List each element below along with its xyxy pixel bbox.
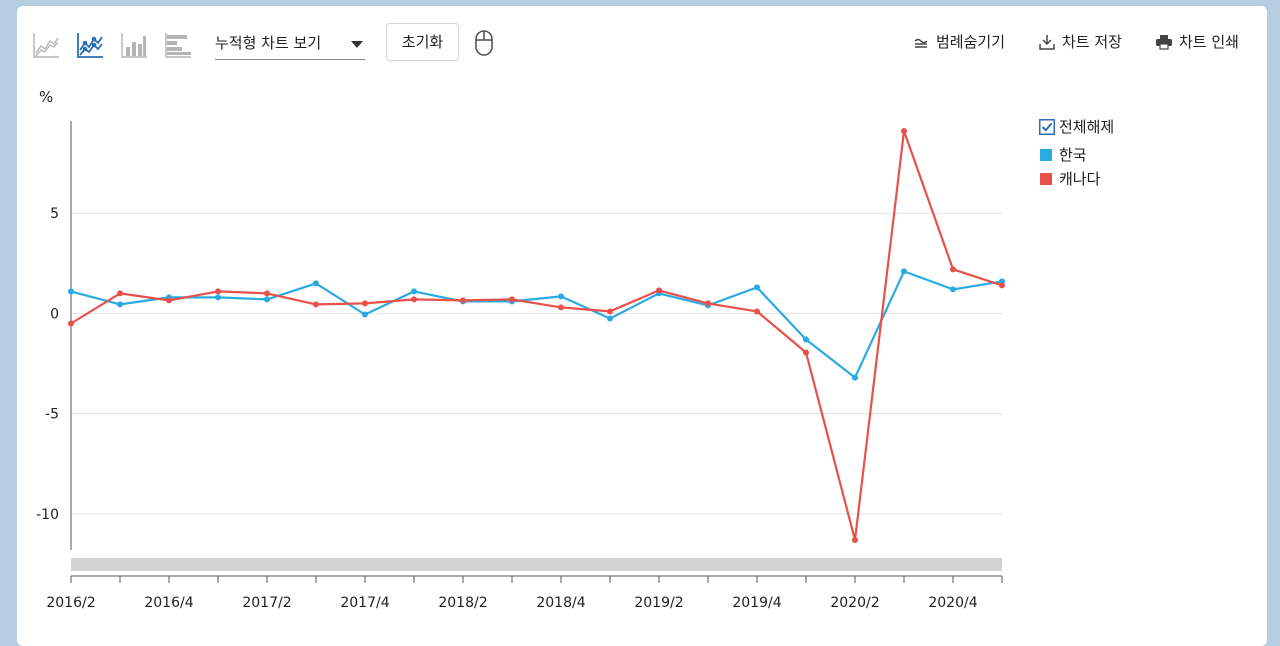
data-point-canada xyxy=(215,288,221,295)
legend-label-korea: 한국 xyxy=(1059,146,1087,164)
series-line-canada xyxy=(70,129,1003,542)
data-point-canada xyxy=(166,297,172,304)
data-point-korea xyxy=(558,293,564,300)
legend-toggle-icon xyxy=(914,38,928,48)
chevron-down-icon xyxy=(351,41,363,48)
data-point-korea xyxy=(362,311,368,318)
data-point-korea xyxy=(264,296,270,303)
legend-toggle-all-label: 전체해제 xyxy=(1059,118,1115,136)
reset-button[interactable]: 초기화 xyxy=(386,23,459,61)
data-point-canada xyxy=(852,536,858,543)
data-point-korea xyxy=(411,288,417,295)
data-point-korea xyxy=(117,301,123,308)
x-tick-label: 2017/2 xyxy=(242,595,291,611)
legend-swatch-korea xyxy=(1040,149,1052,161)
data-point-canada xyxy=(754,308,760,315)
view-mode-select[interactable]: 누적형 차트 보기 xyxy=(215,31,365,60)
bar-chart-icon[interactable] xyxy=(119,30,149,60)
data-point-korea xyxy=(215,294,221,301)
checkbox-checked-icon xyxy=(1039,119,1055,135)
data-point-korea xyxy=(852,374,858,381)
hide-legend-label: 범례숨기기 xyxy=(936,33,1006,51)
data-point-canada xyxy=(607,308,613,315)
x-tick-label: 2018/4 xyxy=(536,595,585,611)
data-point-canada xyxy=(656,287,662,294)
print-chart-button[interactable]: 차트 인쇄 xyxy=(1155,30,1250,54)
multi-line-chart-icon[interactable] xyxy=(75,30,105,60)
data-point-canada xyxy=(460,297,466,304)
line-chart-icon[interactable] xyxy=(31,30,61,60)
x-tick-label: 2020/2 xyxy=(830,595,879,611)
data-point-canada xyxy=(558,304,564,311)
data-point-canada xyxy=(999,282,1005,289)
data-point-canada xyxy=(117,290,123,297)
data-point-canada xyxy=(264,290,270,297)
y-tick-label: -10 xyxy=(36,507,59,523)
x-tick-label: 2020/4 xyxy=(928,595,977,611)
data-point-canada xyxy=(362,300,368,307)
data-point-korea xyxy=(313,280,319,287)
data-point-canada xyxy=(411,296,417,303)
horizontal-bar-chart-icon[interactable] xyxy=(163,30,193,60)
x-tick-label: 2016/4 xyxy=(144,595,193,611)
y-tick-label: -5 xyxy=(45,407,59,423)
y-tick-label: 0 xyxy=(50,306,59,322)
x-tick-label: 2016/2 xyxy=(46,595,95,611)
printer-icon xyxy=(1156,35,1172,50)
data-point-korea xyxy=(901,268,907,275)
x-tick-label: 2019/4 xyxy=(732,595,781,611)
data-point-korea xyxy=(68,288,74,295)
mouse-icon[interactable] xyxy=(473,28,495,58)
data-point-korea xyxy=(754,284,760,291)
legend-swatch-canada xyxy=(1040,173,1052,185)
x-tick-label: 2018/2 xyxy=(438,595,487,611)
y-tick-label: 5 xyxy=(50,206,59,222)
save-chart-label: 차트 저장 xyxy=(1062,33,1122,51)
legend-label-canada: 캐나다 xyxy=(1059,170,1101,188)
hide-legend-button[interactable]: 범례숨기기 xyxy=(912,30,1012,54)
data-point-canada xyxy=(313,301,319,308)
data-point-canada xyxy=(705,300,711,307)
y-axis-unit-label: % xyxy=(39,88,54,106)
view-mode-select-value: 누적형 차트 보기 xyxy=(215,34,322,52)
data-point-korea xyxy=(950,286,956,293)
data-point-korea xyxy=(803,336,809,343)
x-tick-label: 2017/4 xyxy=(340,595,389,611)
chart-panel: 누적형 차트 보기 초기화 범례숨기기 xyxy=(17,6,1267,646)
x-tick-label: 2019/2 xyxy=(634,595,683,611)
range-scrollbar xyxy=(71,558,1002,571)
line-chart: -10 -5 0 5 2016/2 2016/4 2017/2 2017/4 2018/2 201… xyxy=(36,121,1005,611)
print-chart-label: 차트 인쇄 xyxy=(1179,33,1239,51)
data-point-canada xyxy=(901,128,907,135)
chart-toolbar: 누적형 차트 보기 초기화 범례숨기기 xyxy=(17,6,1267,78)
data-point-canada xyxy=(950,266,956,273)
download-icon xyxy=(1039,35,1055,50)
data-point-canada xyxy=(803,349,809,356)
data-point-canada xyxy=(509,296,515,303)
save-chart-button[interactable]: 차트 저장 xyxy=(1038,30,1133,54)
series-line-korea xyxy=(70,270,1003,379)
data-point-korea xyxy=(607,315,613,322)
data-point-canada xyxy=(68,320,74,327)
